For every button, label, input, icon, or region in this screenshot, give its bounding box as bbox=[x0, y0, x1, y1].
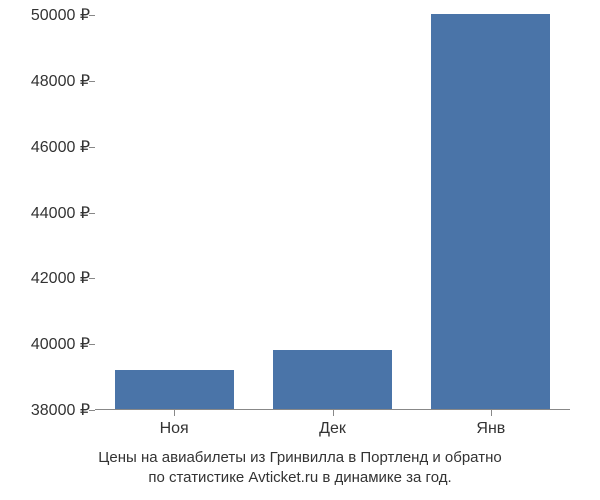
x-tick-mark bbox=[333, 410, 334, 416]
y-tick-mark bbox=[89, 81, 95, 82]
y-tick-mark bbox=[89, 147, 95, 148]
y-tick-mark bbox=[89, 15, 95, 16]
y-tick-label: 42000 ₽ bbox=[31, 268, 90, 288]
y-tick-label: 38000 ₽ bbox=[31, 400, 90, 420]
bar bbox=[273, 350, 392, 409]
x-tick-label: Янв bbox=[476, 420, 505, 438]
x-tick-label: Дек bbox=[319, 420, 346, 438]
price-chart: 38000 ₽ 40000 ₽ 42000 ₽ 44000 ₽ 46000 ₽ 48000… bbox=[0, 0, 600, 500]
caption-line-1: Цены на авиабилеты из Гринвилла в Портле… bbox=[98, 449, 501, 466]
caption-line-2: по статистике Avticket.ru в динамике за … bbox=[148, 469, 451, 486]
y-tick-label: 40000 ₽ bbox=[31, 334, 90, 354]
x-tick-mark bbox=[491, 410, 492, 416]
chart-caption: Цены на авиабилеты из Гринвилла в Портле… bbox=[0, 448, 600, 489]
y-tick-label: 50000 ₽ bbox=[31, 5, 90, 25]
bar bbox=[431, 14, 550, 409]
y-tick-mark bbox=[89, 278, 95, 279]
y-tick-label: 46000 ₽ bbox=[31, 137, 90, 157]
y-tick-mark bbox=[89, 344, 95, 345]
y-tick-label: 44000 ₽ bbox=[31, 203, 90, 223]
x-tick-mark bbox=[174, 410, 175, 416]
y-tick-mark bbox=[89, 213, 95, 214]
x-tick-label: Ноя bbox=[160, 420, 189, 438]
y-tick-mark bbox=[89, 410, 95, 411]
bar bbox=[115, 370, 234, 410]
y-tick-label: 48000 ₽ bbox=[31, 71, 90, 91]
plot-area bbox=[95, 15, 570, 410]
